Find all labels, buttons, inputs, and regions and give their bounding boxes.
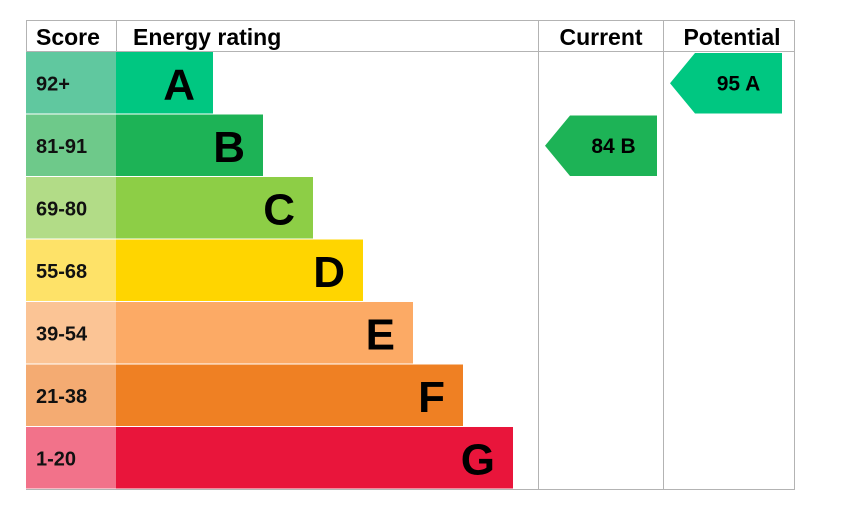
score-cell-c [26, 177, 116, 239]
score-cell-g [26, 427, 116, 489]
rating-bar-f [116, 364, 463, 426]
energy-rating-column-header: Energy rating [133, 24, 281, 50]
potential-rating-label: 95 A [717, 72, 761, 95]
rating-bar-a [116, 52, 213, 114]
rating-bar-c [116, 177, 313, 239]
score-range-a: 92+ [36, 73, 70, 95]
score-range-c: 69-80 [36, 198, 87, 220]
rating-bar-g [116, 427, 513, 489]
current-rating-label: 84 B [591, 135, 635, 158]
rating-letter-d: D [313, 248, 345, 297]
score-cell-a [26, 52, 116, 114]
score-range-f: 21-38 [36, 386, 87, 408]
score-cell-f [26, 364, 116, 426]
score-cell-e [26, 302, 116, 364]
rating-bar-d [116, 239, 363, 301]
rating-letter-a: A [163, 60, 195, 109]
rating-letter-g: G [461, 435, 495, 484]
score-cell-b [26, 114, 116, 176]
current-arrow [545, 115, 657, 176]
rating-bar-b [116, 114, 263, 176]
rating-bar-e [116, 302, 413, 364]
current-column-header: Current [559, 24, 642, 50]
score-range-e: 39-54 [36, 323, 88, 345]
score-range-g: 1-20 [36, 448, 76, 470]
potential-column-header: Potential [683, 24, 780, 50]
table-grid [26, 20, 795, 490]
potential-arrow [670, 53, 782, 114]
rating-letter-f: F [418, 373, 445, 422]
score-range-b: 81-91 [36, 136, 87, 158]
score-range-d: 55-68 [36, 261, 87, 283]
rating-letter-b: B [213, 123, 245, 172]
rating-letter-e: E [366, 310, 395, 359]
rating-letter-c: C [263, 185, 295, 234]
score-column-header: Score [36, 24, 100, 50]
score-cell-d [26, 239, 116, 301]
